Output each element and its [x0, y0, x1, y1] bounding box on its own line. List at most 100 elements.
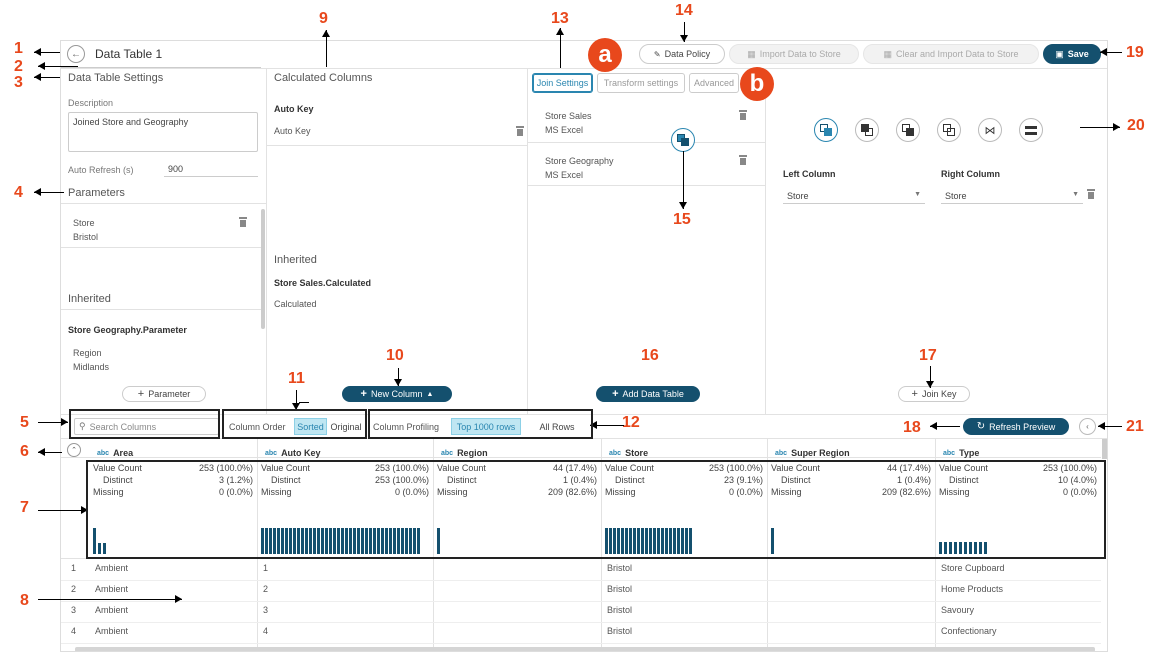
table-cell[interactable]: Bristol — [607, 584, 633, 594]
table-cell[interactable]: 2 — [263, 584, 269, 594]
app-window: ← Data Table 1 ✎ Data Policy ▦ Import Da… — [60, 40, 1108, 652]
table-cell[interactable]: 1 — [263, 563, 269, 573]
table-cell[interactable]: Ambient — [95, 605, 129, 615]
histogram-bar — [677, 528, 680, 554]
collapse-profile-button[interactable]: ⌃ — [67, 443, 81, 457]
histogram-bar — [349, 528, 352, 554]
column-header[interactable]: abc Area — [97, 443, 133, 463]
distinct-count-row: Distinct 23 (9.1%) — [605, 474, 763, 486]
histogram-bar — [959, 542, 962, 554]
profile-value: 1 (0.4%) — [896, 475, 931, 485]
description-label: Description — [68, 98, 114, 108]
delete-calculated-icon[interactable] — [516, 126, 524, 136]
delete-source-1-icon[interactable] — [739, 110, 747, 120]
add-parameter-button[interactable]: + Parameter — [122, 386, 206, 402]
callout-number-21: 21 — [1126, 418, 1144, 435]
left-join-icon[interactable] — [855, 118, 879, 142]
parameter-item[interactable]: Store Bristol — [73, 218, 99, 242]
left-column-select[interactable]: Store ▼ — [783, 189, 925, 204]
refresh-icon: ↻ — [976, 421, 986, 432]
calculated-column-item[interactable]: Auto Key — [274, 126, 311, 136]
collapse-panel-button[interactable]: ‹ — [1079, 418, 1096, 435]
column-header[interactable]: abc Type — [943, 443, 979, 463]
annotation-arrowhead — [34, 73, 41, 81]
auto-refresh-field[interactable]: 900 — [164, 162, 258, 177]
source-item-store-geography[interactable]: Store Geography MS Excel — [545, 156, 614, 180]
histogram-bar — [373, 528, 376, 554]
import-data-to-store-button[interactable]: ▦ Import Data to Store — [729, 44, 859, 64]
inner-join-icon[interactable] — [814, 118, 838, 142]
original-toggle[interactable]: Original — [330, 421, 362, 432]
delete-parameter-icon[interactable] — [239, 217, 247, 227]
column-header[interactable]: abc Region — [441, 443, 488, 463]
histogram-bar — [313, 528, 316, 554]
column-type-icon: abc — [97, 449, 110, 457]
annotation-line — [398, 368, 399, 386]
column-profile: Value Count 253 (100.0%) Distinct 23 (9.1%)… — [605, 462, 763, 498]
right-column-select[interactable]: Store ▼ — [941, 189, 1083, 204]
table-cell[interactable]: Store Cupboard — [941, 563, 1005, 573]
table-cell[interactable]: Ambient — [95, 563, 129, 573]
table-cell[interactable]: 4 — [263, 626, 269, 636]
union-icon[interactable] — [1019, 118, 1043, 142]
column-header[interactable]: abc Store — [609, 443, 648, 463]
table-cell[interactable]: Savoury — [941, 605, 975, 615]
table-cell[interactable]: 3 — [263, 605, 269, 615]
right-join-icon[interactable] — [896, 118, 920, 142]
value-count-row: Value Count 44 (17.4%) — [437, 462, 597, 474]
refresh-preview-button[interactable]: ↻ Refresh Preview — [963, 418, 1069, 435]
data-policy-button[interactable]: ✎ Data Policy — [639, 44, 725, 64]
histogram-bar — [289, 528, 292, 554]
horizontal-scrollbar[interactable] — [75, 647, 1095, 651]
tab-transform-settings[interactable]: Transform settings — [597, 73, 685, 93]
scrollbar[interactable] — [261, 209, 265, 329]
search-input[interactable]: ⚲ Search Columns — [74, 418, 219, 435]
tab-join-settings[interactable]: Join Settings — [532, 73, 593, 93]
column-profile: Value Count 44 (17.4%) Distinct 1 (0.4%) Mis… — [771, 462, 931, 498]
delete-join-key-icon[interactable] — [1087, 189, 1095, 199]
save-button[interactable]: ▣ Save — [1043, 44, 1101, 64]
bowtie-join-icon[interactable]: ⋈ — [978, 118, 1002, 142]
table-cell[interactable]: Home Products — [941, 584, 1004, 594]
column-name: Super Region — [791, 448, 850, 458]
calculated-inherited-source: Store Sales.Calculated — [274, 278, 372, 288]
join-type-icon[interactable] — [671, 128, 695, 152]
annotation-line — [34, 77, 60, 78]
profile-label: Value Count — [261, 463, 310, 473]
column-header[interactable]: abc Super Region — [775, 443, 850, 463]
top-1000-rows-toggle[interactable]: Top 1000 rows — [451, 418, 521, 435]
inherited-parameter-item: Region Midlands — [73, 348, 110, 372]
table-cell[interactable]: Confectionary — [941, 626, 997, 636]
table-cell[interactable]: Ambient — [95, 626, 129, 636]
table-cell[interactable]: Bristol — [607, 563, 633, 573]
histogram-bar — [377, 528, 380, 554]
vertical-scrollbar[interactable] — [1102, 439, 1107, 459]
callout-number-5: 5 — [20, 414, 29, 431]
sorted-toggle[interactable]: Sorted — [294, 418, 327, 435]
back-button[interactable]: ← — [67, 45, 85, 63]
delete-source-2-icon[interactable] — [739, 155, 747, 165]
histogram-bar — [269, 528, 272, 554]
full-join-icon[interactable] — [937, 118, 961, 142]
table-cell[interactable]: Bristol — [607, 605, 633, 615]
table-cell[interactable]: Bristol — [607, 626, 633, 636]
callout-number-4: 4 — [14, 184, 23, 201]
chevron-down-icon: ▼ — [914, 191, 921, 198]
description-field[interactable]: Joined Store and Geography — [68, 112, 258, 152]
add-join-key-button[interactable]: + Join Key — [898, 386, 970, 402]
annotation-arrowhead — [1113, 123, 1120, 131]
histogram-bar — [665, 528, 668, 554]
clear-import-data-button[interactable]: ▦ Clear and Import Data to Store — [863, 44, 1039, 64]
profile-label: Value Count — [605, 463, 654, 473]
source-item-store-sales[interactable]: Store Sales MS Excel — [545, 111, 592, 135]
column-header[interactable]: abc Auto Key — [265, 443, 321, 463]
table-cell[interactable]: Ambient — [95, 584, 129, 594]
annotation-arrowhead — [590, 421, 597, 429]
column-type-icon: abc — [775, 449, 788, 457]
add-data-table-button[interactable]: + Add Data Table — [596, 386, 700, 402]
tab-advanced[interactable]: Advanced — [689, 73, 739, 93]
arrow-left-icon: ← — [71, 48, 81, 60]
missing-count-row: Missing 0 (0.0%) — [939, 486, 1097, 498]
all-rows-toggle[interactable]: All Rows — [539, 421, 575, 432]
new-column-button[interactable]: + New Column ▲ — [342, 386, 452, 402]
